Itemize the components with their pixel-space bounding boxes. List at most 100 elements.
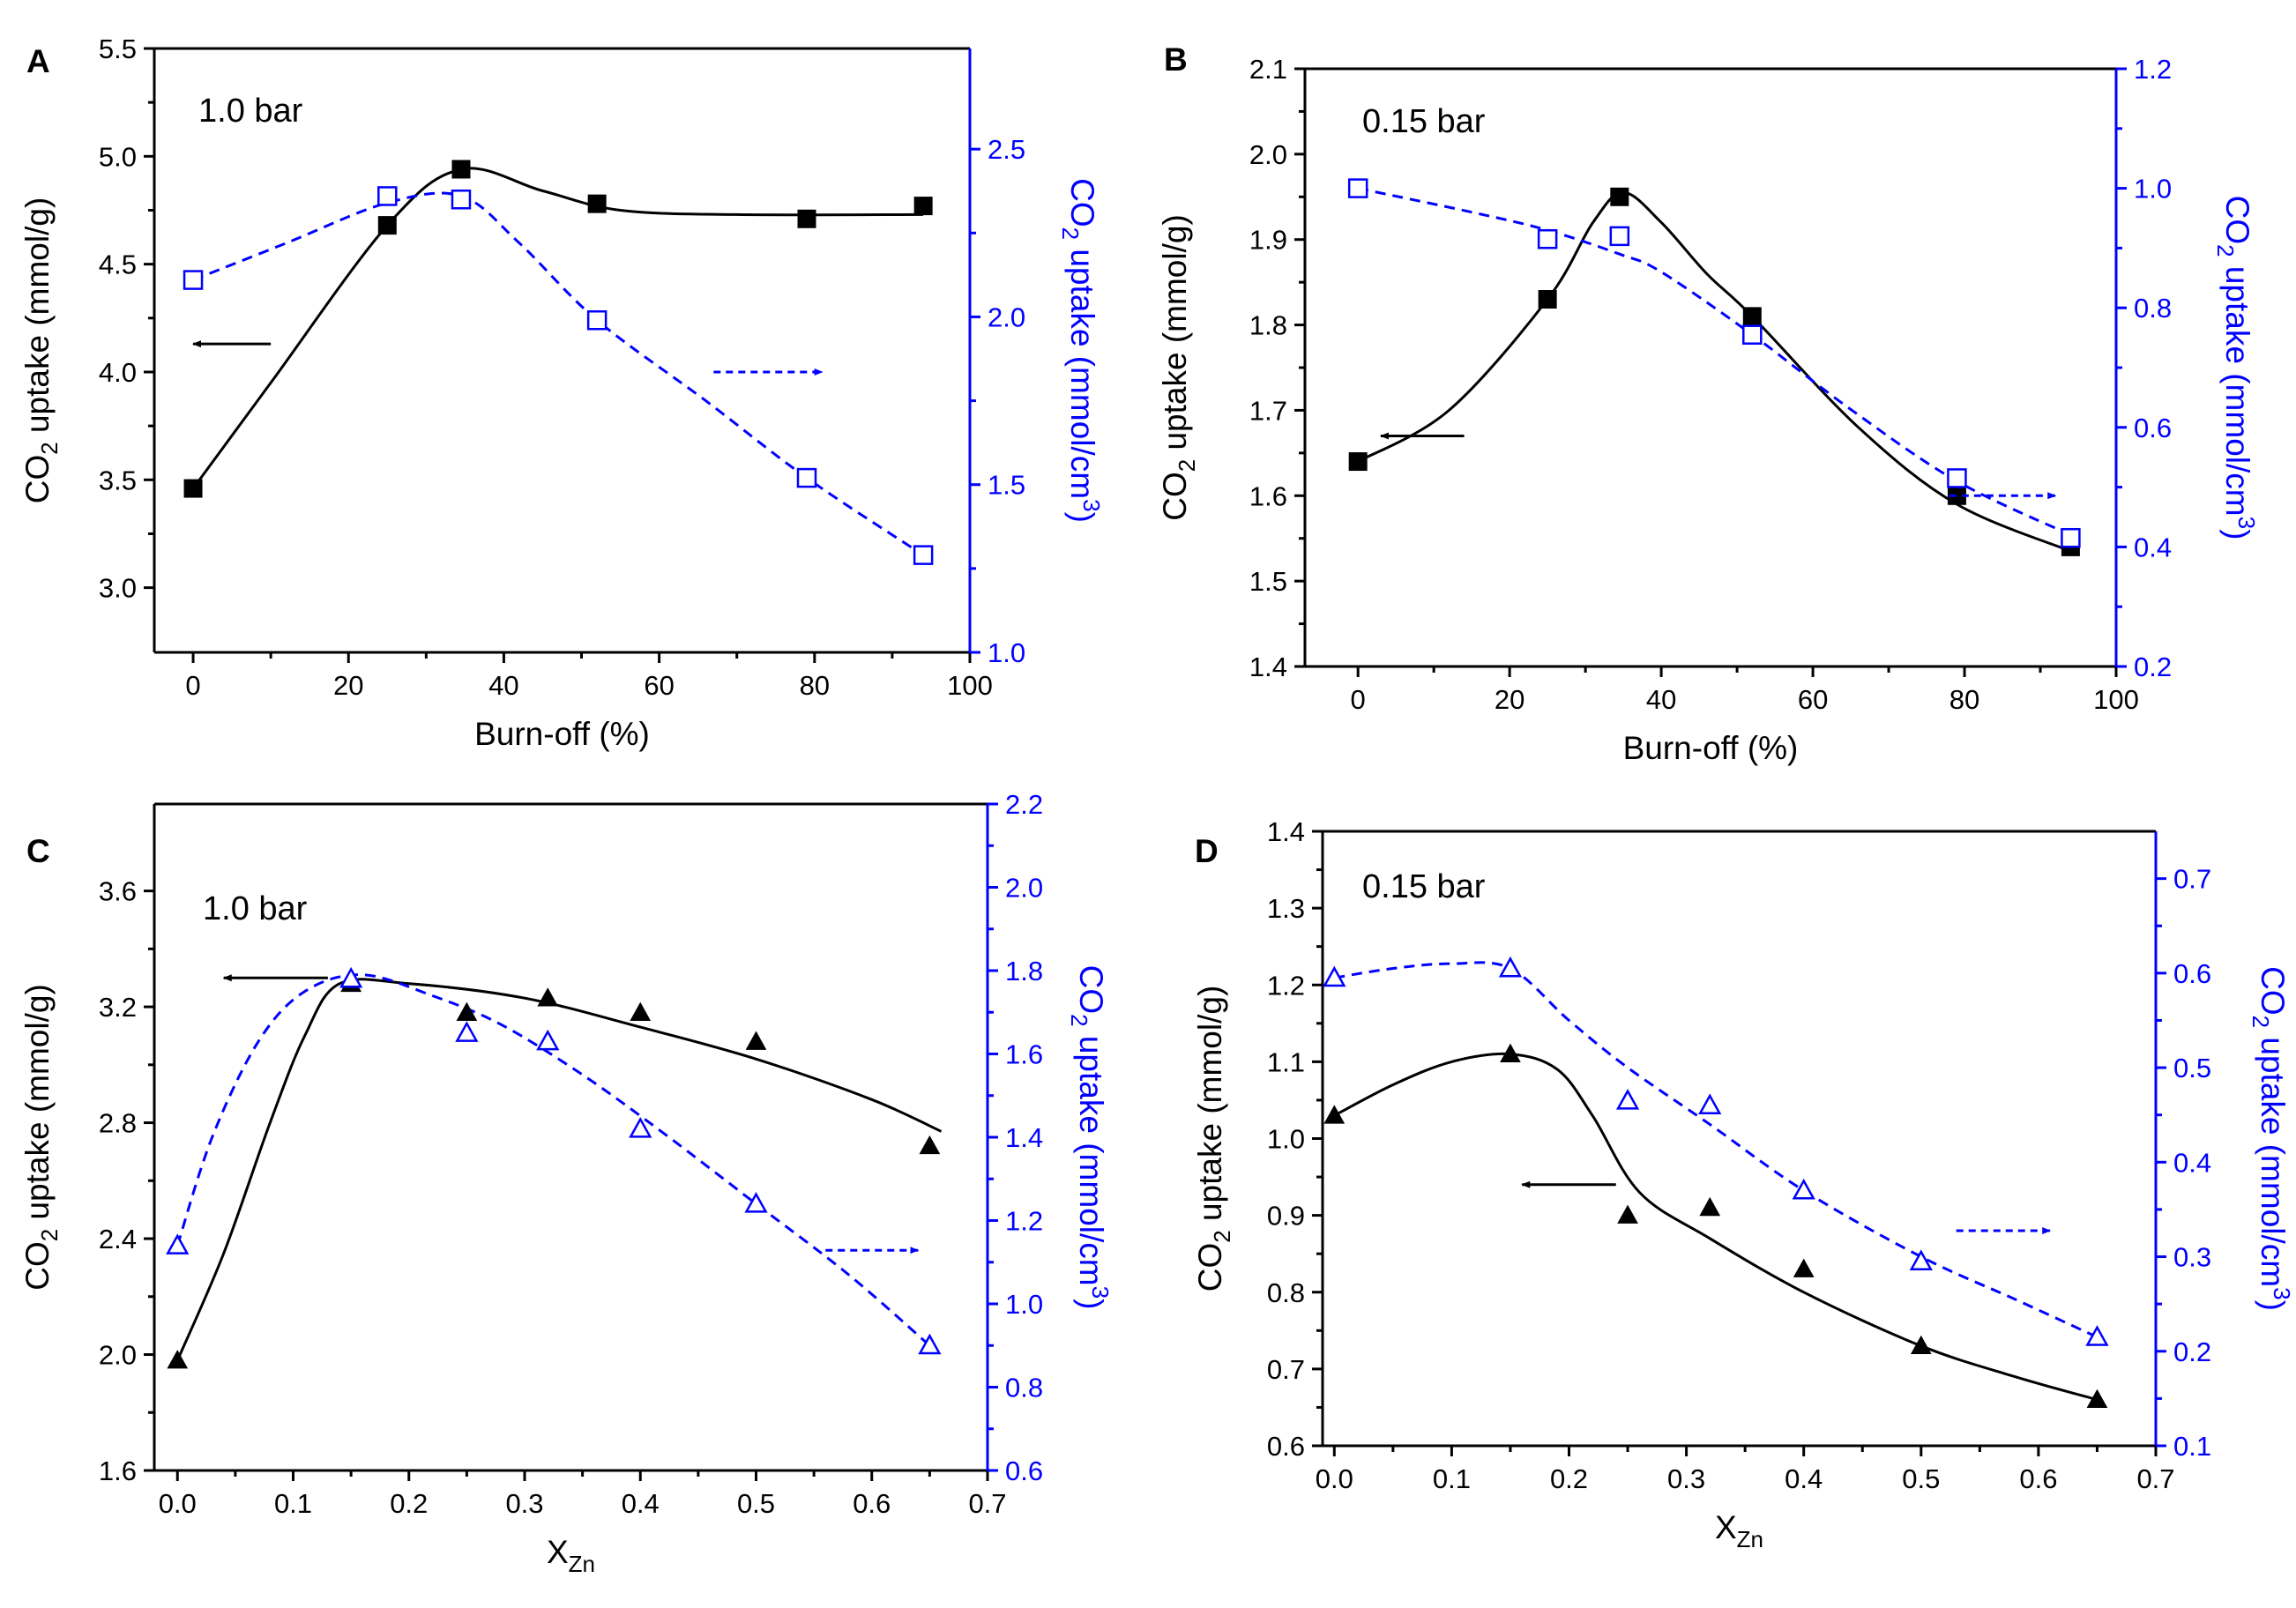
x-tick-label: 0.6 [853,1488,891,1519]
x-tick-label: 0.0 [1316,1463,1353,1494]
y-left-tick-label: 1.5 [1249,566,1287,597]
pressure-annotation: 1.0 bar [198,93,303,130]
y-left-tick-label: 3.2 [99,992,137,1023]
x-tick-label: 0.3 [1667,1463,1705,1494]
x-tick-label: 0.7 [2136,1463,2174,1494]
y-left-tick-label: 1.0 [1267,1124,1305,1155]
x-tick-label: 20 [1495,684,1524,715]
y-left-tick-label: 1.9 [1249,225,1287,256]
y-left-tick-label: 4.0 [99,357,137,388]
y-left-tick-label: 0.9 [1267,1201,1305,1232]
y-left-tick-label: 1.6 [99,1455,137,1486]
x-tick-label: 60 [644,670,674,701]
y-right-tick-label: 0.6 [2134,413,2172,443]
point-left-2 [1610,187,1629,206]
point-right-2 [1615,1089,1640,1110]
point-left-4 [797,209,816,228]
y-right-axis-label: CO2 uptake (mmol/cm3) [2248,966,2295,1311]
chart-panel-c: 0.0 0.1 0.2 0.3 0.4 0.5 0.6 0.71.62.02.42.83.23… [19,789,1114,1577]
y-right-tick-label: 1.8 [1005,956,1043,986]
y-left-tick-label: 0.8 [1267,1277,1305,1308]
point-right-4 [629,1116,652,1138]
x-tick-label: 0.4 [1785,1463,1823,1494]
y-left-tick-label: 3.5 [99,465,137,495]
y-left-tick-label: 0.6 [1267,1431,1305,1462]
point-right-2 [1609,226,1630,247]
y-left-tick-label: 2.4 [99,1224,137,1254]
point-right-4 [796,467,817,488]
y-left-tick-label: 2.0 [1249,139,1287,170]
y-left-tick-label: 1.7 [1249,395,1287,426]
x-axis-label: XZn [1715,1509,1763,1552]
curve-right-series [1334,961,2098,1339]
y-left-tick-label: 1.2 [1267,970,1305,1001]
y-left-tick-label: 5.0 [99,141,137,172]
point-left-3 [1699,1196,1721,1217]
y-right-tick-label: 2.0 [1005,873,1043,904]
point-right-5 [744,1192,768,1213]
y-left-tick-label: 1.1 [1267,1046,1305,1077]
point-right-1 [377,186,398,206]
y-left-tick-label: 2.8 [99,1108,137,1139]
y-left-axis-label: CO2 uptake (mmol/g) [19,984,63,1291]
point-right-2 [451,190,472,210]
point-right-3 [586,310,608,331]
y-right-tick-label: 1.0 [2134,174,2172,205]
curve-right-series [175,973,931,1347]
y-right-tick-label: 1.2 [1005,1206,1043,1237]
y-right-tick-label: 1.0 [988,637,1025,668]
point-left-3 [1742,307,1762,326]
curve-left-series [1333,1052,2098,1402]
point-right-3 [1742,324,1763,345]
chart-panel-d: 0.0 0.1 0.2 0.3 0.4 0.5 0.6 0.7 0.6 0.7 0.8 0.9 1.0 1… [1192,816,2295,1552]
y-right-tick-label: 2.0 [988,302,1025,332]
y-left-tick-label: 1.6 [1249,480,1287,511]
y-right-axis-label: CO2 uptake (mmol/cm3) [1066,965,1114,1310]
y-left-axis-label: CO2 uptake (mmol/g) [1157,214,1200,521]
point-right-3 [536,1029,560,1051]
x-tick-label: 20 [333,670,363,701]
point-right-1 [339,966,363,988]
y-right-tick-label: 1.4 [1005,1122,1043,1153]
point-left-1 [1500,1043,1521,1062]
x-tick-label: 100 [2093,684,2139,715]
y-right-tick-label: 0.2 [2134,651,2172,682]
x-tick-label: 0.5 [1902,1463,1940,1494]
point-left-6 [2086,1388,2108,1409]
pressure-annotation: 0.15 bar [1362,868,1486,905]
x-tick-label: 0.3 [505,1488,543,1519]
point-left-2 [456,1001,478,1021]
x-tick-label: 40 [1646,684,1676,715]
point-right-5 [2061,527,2081,548]
point-right-4 [1947,468,1967,488]
pressure-annotation: 1.0 bar [203,890,308,927]
y-right-tick-label: 1.0 [1005,1289,1043,1320]
x-tick-label: 0.1 [274,1488,312,1519]
y-right-tick-label: 0.4 [2173,1147,2211,1178]
panel-label: C [26,833,50,869]
y-left-tick-label: 1.3 [1267,893,1305,924]
x-axis-label: Burn-off (%) [1623,730,1799,766]
point-left-5 [913,197,933,216]
point-right-0 [1323,965,1346,987]
point-left-0 [1348,452,1368,472]
curve-left-series [175,978,943,1361]
point-right-3 [1698,1093,1722,1115]
y-right-tick-label: 0.1 [2173,1431,2211,1462]
y-left-tick-label: 3.6 [99,876,137,907]
point-left-5 [1910,1335,1932,1355]
y-left-tick-label: 0.7 [1267,1354,1305,1385]
y-left-tick-label: 1.4 [1249,651,1287,682]
point-right-2 [455,1021,479,1042]
y-left-tick-label: 4.5 [99,249,137,280]
y-left-axis-label: CO2 uptake (mmol/g) [1192,986,1235,1292]
x-axis-label: XZn [547,1534,595,1577]
y-right-tick-label: 0.8 [2134,293,2172,324]
y-right-tick-label: 0.7 [2173,864,2211,895]
x-tick-label: 40 [488,670,518,701]
y-right-tick-label: 0.5 [2173,1053,2211,1083]
point-left-4 [1793,1258,1815,1277]
y-right-tick-label: 1.2 [2134,54,2172,85]
point-left-3 [537,987,559,1007]
